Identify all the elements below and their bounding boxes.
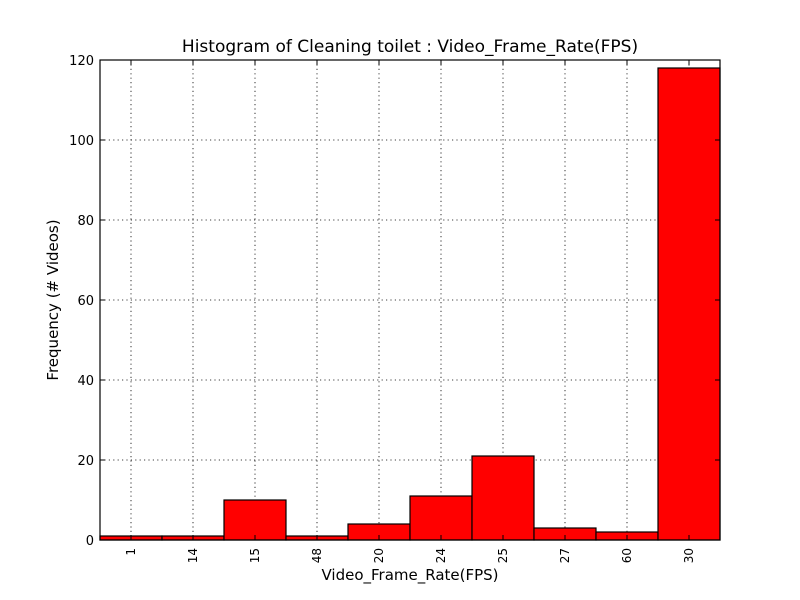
bar-24 bbox=[409, 495, 473, 541]
y-axis-title: Frequency (# Videos) bbox=[44, 219, 62, 380]
x-tick-label: 14 bbox=[186, 548, 200, 563]
y-tick-label: 60 bbox=[77, 294, 94, 309]
y-tick-label: 40 bbox=[77, 374, 94, 389]
x-tick-label: 25 bbox=[496, 548, 510, 563]
x-axis-title: Video_Frame_Rate(FPS) bbox=[321, 566, 498, 585]
y-tick-label: 20 bbox=[77, 454, 94, 469]
x-tick-label: 48 bbox=[310, 548, 324, 563]
tick-layer bbox=[100, 59, 720, 541]
y-tick-label: 100 bbox=[69, 134, 94, 149]
y-tick-label: 80 bbox=[77, 214, 94, 229]
y-tick-label: 0 bbox=[86, 534, 94, 549]
bar-25 bbox=[471, 455, 535, 541]
y-tick-label: 120 bbox=[69, 54, 94, 69]
bar-15 bbox=[223, 499, 287, 541]
label-layer: 0 20 40 60 80 100 120 1 14 15 48 20 24 25 27 60 30 bbox=[69, 54, 696, 563]
x-tick-label: 60 bbox=[620, 548, 634, 563]
x-tick-label: 27 bbox=[558, 548, 572, 563]
x-tick-label: 30 bbox=[682, 548, 696, 563]
x-tick-label: 20 bbox=[372, 548, 386, 563]
bar-30 bbox=[657, 67, 721, 541]
x-tick-label: 1 bbox=[124, 548, 138, 556]
x-tick-label: 24 bbox=[434, 548, 448, 563]
chart-title: Histogram of Cleaning toilet : Video_Fra… bbox=[182, 37, 638, 57]
x-tick-label: 15 bbox=[248, 548, 262, 563]
grid-layer bbox=[100, 59, 720, 541]
